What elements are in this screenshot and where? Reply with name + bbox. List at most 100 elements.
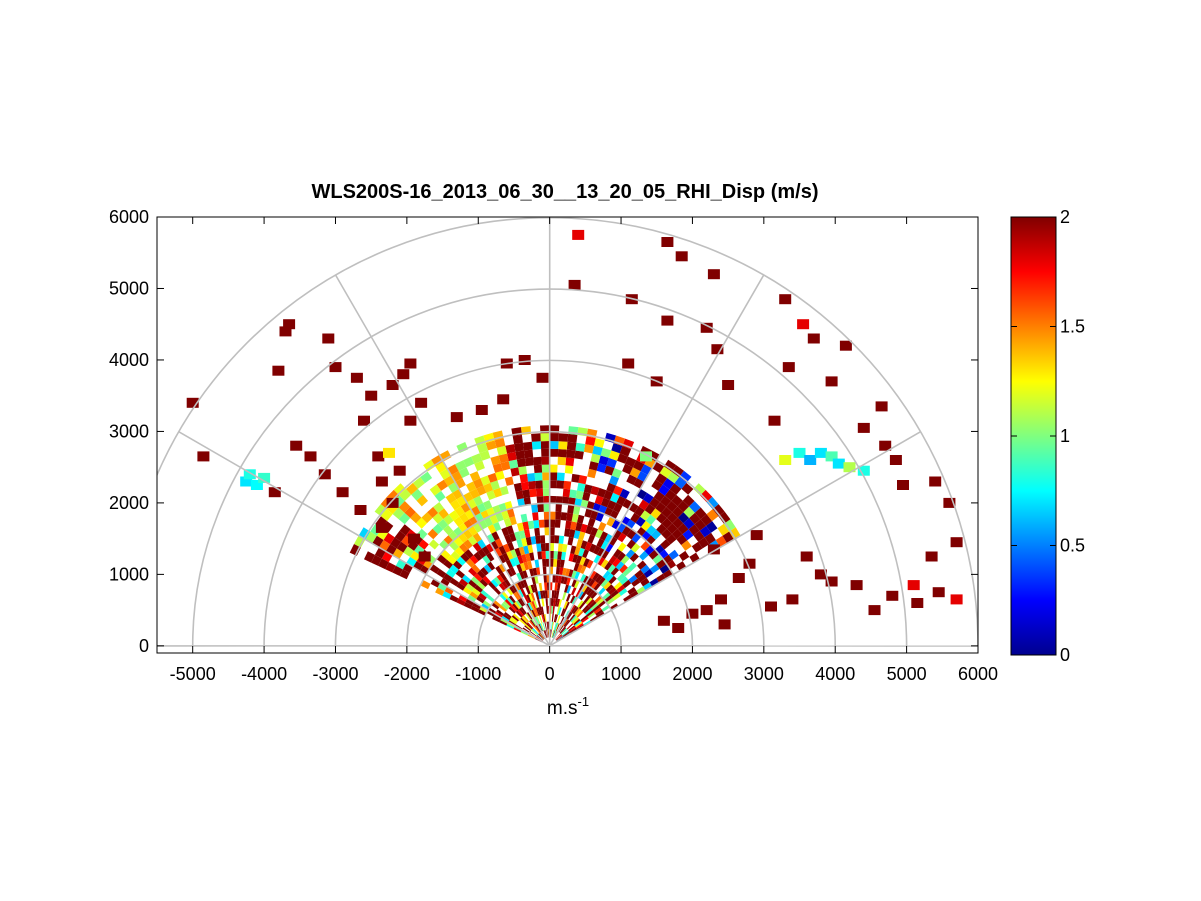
velocity-cell	[706, 496, 719, 510]
velocity-cell	[706, 509, 719, 522]
velocity-cell	[404, 415, 417, 426]
velocity-cell	[549, 550, 554, 559]
velocity-cell	[694, 519, 706, 531]
velocity-cell	[601, 550, 610, 560]
velocity-cell	[553, 590, 557, 599]
velocity-cell	[569, 595, 576, 604]
velocity-cell	[519, 579, 526, 589]
velocity-cell	[526, 594, 532, 603]
velocity-cell	[604, 594, 613, 603]
velocity-cell	[522, 615, 529, 623]
velocity-cell	[613, 502, 623, 513]
velocity-cell	[535, 625, 541, 633]
velocity-cell	[552, 630, 556, 638]
velocity-cell	[560, 512, 568, 521]
velocity-cell	[502, 613, 511, 621]
velocity-cell	[606, 482, 616, 493]
velocity-cell	[612, 529, 622, 540]
velocity-cell	[588, 579, 596, 588]
velocity-cell	[613, 548, 622, 559]
velocity-cell	[505, 444, 516, 454]
velocity-cell	[578, 475, 588, 485]
velocity-cell	[494, 438, 506, 448]
velocity-cell	[549, 480, 557, 489]
velocity-cell	[506, 597, 514, 605]
velocity-cell	[459, 578, 469, 587]
velocity-cell	[495, 565, 503, 575]
velocity-cell	[458, 467, 470, 478]
velocity-cell	[544, 630, 548, 638]
velocity-cell	[640, 541, 651, 551]
velocity-cell	[571, 473, 580, 483]
velocity-cell	[520, 606, 527, 615]
velocity-cell	[240, 476, 253, 487]
velocity-cell	[564, 584, 569, 593]
velocity-cell	[556, 582, 561, 591]
velocity-cell	[586, 587, 594, 596]
velocity-cell	[629, 590, 639, 599]
velocity-cell	[566, 512, 573, 522]
velocity-cell	[478, 519, 488, 530]
x-tick-label: 3000	[744, 664, 784, 684]
velocity-cell	[579, 592, 587, 601]
velocity-cell	[551, 598, 554, 606]
velocity-cell	[577, 514, 585, 524]
velocity-cell	[587, 517, 596, 528]
velocity-cell	[542, 566, 547, 575]
velocity-cell	[534, 608, 539, 617]
velocity-cell	[470, 605, 480, 613]
velocity-cell	[476, 502, 487, 513]
velocity-cell	[622, 567, 632, 577]
velocity-cell	[706, 521, 718, 533]
velocity-cell	[555, 623, 559, 631]
velocity-cell	[365, 390, 378, 401]
velocity-cell	[583, 484, 593, 494]
velocity-cell	[496, 609, 504, 616]
velocity-cell	[597, 556, 605, 566]
velocity-cell	[529, 620, 535, 628]
velocity-cell	[552, 606, 555, 614]
velocity-cell	[560, 608, 565, 617]
velocity-cell	[637, 573, 647, 583]
velocity-cell	[667, 471, 680, 484]
velocity-cell	[622, 579, 632, 589]
velocity-cell	[551, 621, 553, 630]
velocity-cell	[565, 568, 571, 577]
velocity-cell	[700, 489, 713, 503]
velocity-cell	[534, 575, 539, 584]
velocity-cell	[506, 623, 515, 629]
velocity-cell	[490, 455, 501, 466]
velocity-cell	[691, 541, 703, 553]
velocity-cell	[814, 569, 827, 580]
velocity-cell	[617, 453, 629, 464]
velocity-cell	[557, 551, 562, 560]
velocity-cell	[454, 546, 465, 557]
velocity-cell	[476, 595, 485, 604]
velocity-cell	[513, 627, 522, 633]
velocity-cell	[506, 525, 514, 535]
velocity-cell	[564, 465, 574, 474]
velocity-cell	[563, 619, 570, 627]
velocity-cell	[258, 472, 271, 483]
velocity-cell	[410, 550, 421, 562]
velocity-cell	[469, 471, 481, 482]
velocity-cell	[489, 514, 499, 525]
velocity-cell	[560, 628, 567, 635]
velocity-cell	[558, 535, 565, 544]
velocity-cell	[608, 575, 617, 585]
velocity-cell	[392, 565, 403, 576]
velocity-cell	[543, 495, 550, 504]
velocity-cell	[398, 501, 411, 513]
velocity-cell	[453, 516, 464, 527]
velocity-cell	[850, 580, 863, 591]
velocity-cell	[718, 619, 731, 630]
velocity-cell	[553, 614, 557, 623]
velocity-cell	[590, 591, 598, 599]
velocity-cell	[656, 523, 667, 535]
velocity-cell	[666, 500, 678, 513]
velocity-cell	[583, 444, 594, 454]
velocity-cell	[463, 529, 473, 540]
velocity-cell	[467, 535, 478, 546]
velocity-cell	[469, 488, 480, 499]
x-tick-label: 1000	[601, 664, 641, 684]
